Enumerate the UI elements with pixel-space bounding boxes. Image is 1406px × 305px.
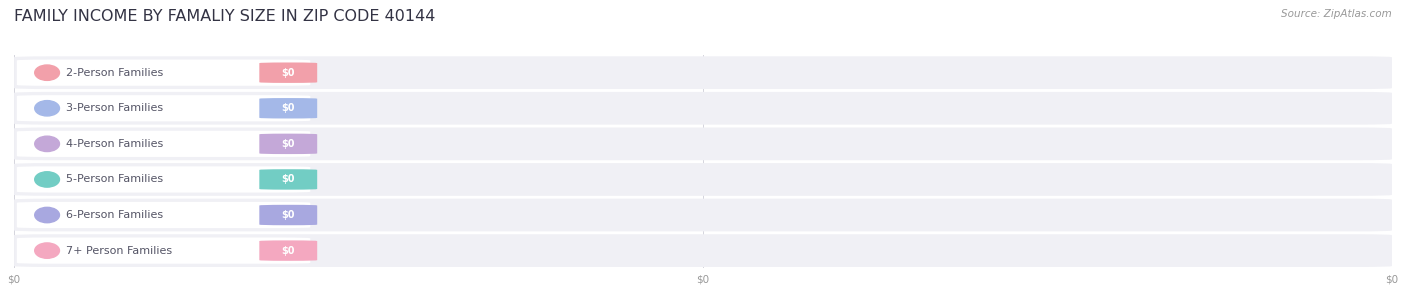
Text: FAMILY INCOME BY FAMALIY SIZE IN ZIP CODE 40144: FAMILY INCOME BY FAMALIY SIZE IN ZIP COD… [14,9,436,24]
FancyBboxPatch shape [17,131,311,157]
FancyBboxPatch shape [17,95,311,121]
Ellipse shape [35,172,59,187]
FancyBboxPatch shape [17,202,311,228]
Text: $0: $0 [281,210,295,220]
Text: $0: $0 [696,275,710,285]
Ellipse shape [35,65,59,81]
Text: 2-Person Families: 2-Person Families [66,68,163,78]
FancyBboxPatch shape [17,166,311,192]
Text: Source: ZipAtlas.com: Source: ZipAtlas.com [1281,9,1392,19]
FancyBboxPatch shape [259,240,318,261]
FancyBboxPatch shape [259,169,318,190]
Ellipse shape [35,243,59,258]
FancyBboxPatch shape [259,134,318,154]
FancyBboxPatch shape [17,59,311,86]
Ellipse shape [35,101,59,116]
Ellipse shape [35,136,59,152]
Text: 5-Person Families: 5-Person Families [66,174,163,185]
FancyBboxPatch shape [14,127,1392,160]
FancyBboxPatch shape [259,98,318,118]
FancyBboxPatch shape [14,163,1392,196]
Text: $0: $0 [281,68,295,78]
Ellipse shape [35,207,59,223]
Text: 4-Person Families: 4-Person Families [66,139,163,149]
Text: $0: $0 [281,246,295,256]
Text: 6-Person Families: 6-Person Families [66,210,163,220]
FancyBboxPatch shape [259,205,318,225]
Text: $0: $0 [7,275,21,285]
Text: $0: $0 [1385,275,1399,285]
FancyBboxPatch shape [259,63,318,83]
Text: $0: $0 [281,139,295,149]
Text: $0: $0 [281,103,295,113]
FancyBboxPatch shape [14,199,1392,231]
FancyBboxPatch shape [14,92,1392,125]
Text: 3-Person Families: 3-Person Families [66,103,163,113]
FancyBboxPatch shape [14,56,1392,89]
Text: $0: $0 [281,174,295,185]
FancyBboxPatch shape [14,234,1392,267]
Text: 7+ Person Families: 7+ Person Families [66,246,173,256]
FancyBboxPatch shape [17,238,311,264]
